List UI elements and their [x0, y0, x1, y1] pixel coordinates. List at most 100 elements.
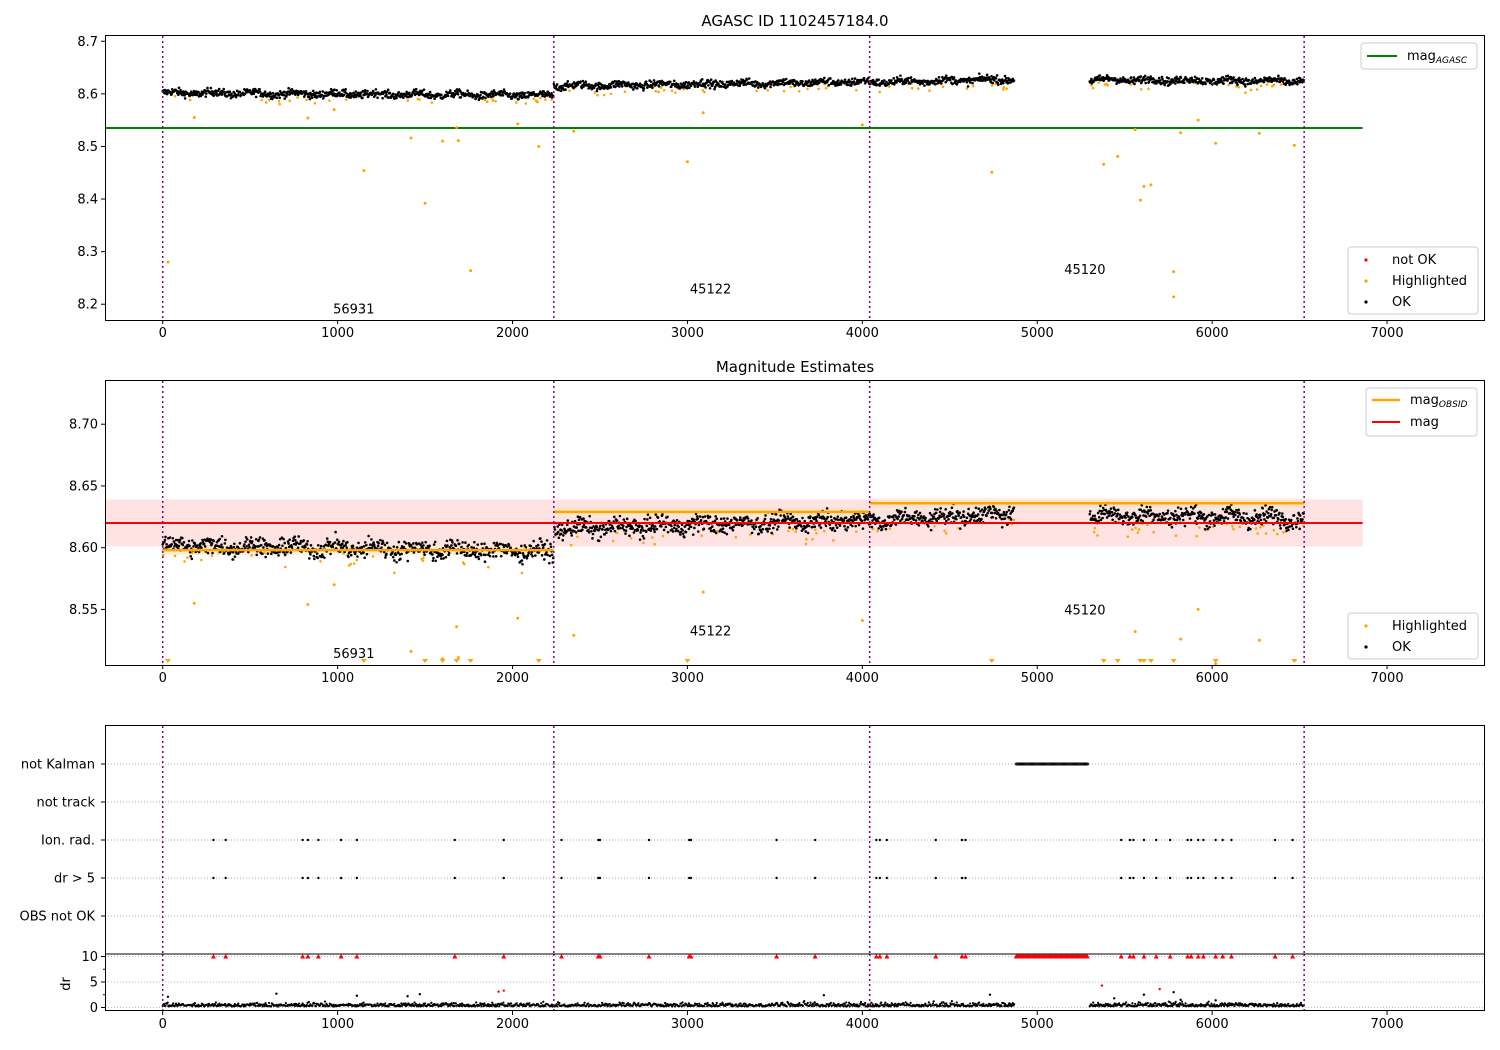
dr-point — [449, 1004, 452, 1007]
dr-point — [454, 1002, 457, 1005]
ok-point — [489, 95, 493, 99]
ok-point — [683, 525, 687, 528]
ok-point — [609, 529, 613, 533]
ok-point — [189, 555, 192, 558]
ok-point — [406, 559, 410, 563]
ok-point — [1011, 509, 1015, 513]
ok-point — [205, 92, 208, 95]
ok-point — [331, 545, 335, 549]
ok-point — [214, 89, 218, 93]
ok-point — [271, 91, 275, 95]
ok-point — [547, 91, 551, 95]
ion-rad-point — [560, 838, 563, 842]
ok-point — [330, 92, 333, 95]
ok-point — [1237, 508, 1240, 512]
ok-point — [1110, 510, 1114, 514]
ok-point — [722, 524, 725, 527]
ok-point — [550, 91, 553, 95]
ok-point — [944, 508, 948, 511]
ok-point — [1167, 77, 1170, 80]
ok-point — [714, 531, 718, 535]
ok-point — [884, 527, 888, 531]
dr-point — [284, 1001, 287, 1005]
ok-point — [721, 530, 724, 534]
highlighted-point — [250, 554, 253, 557]
ok-point — [1204, 82, 1207, 86]
ok-point — [498, 91, 502, 95]
highlighted-point — [653, 542, 656, 546]
ok-point — [837, 518, 840, 522]
ok-point — [1281, 512, 1284, 515]
dr-point — [475, 1001, 478, 1004]
ok-point — [200, 546, 203, 550]
ok-point — [247, 543, 251, 547]
highlighted-point — [409, 649, 413, 653]
ok-point — [944, 519, 948, 523]
ok-point — [1211, 513, 1215, 516]
ok-point — [756, 517, 759, 520]
ok-point — [321, 97, 325, 100]
ok-point — [254, 95, 258, 99]
ok-point — [385, 541, 389, 545]
ok-point — [333, 541, 337, 544]
ok-point — [679, 82, 683, 85]
highlighted-point — [797, 89, 801, 93]
ok-point — [994, 507, 997, 511]
ion-rad-point — [687, 838, 691, 842]
x-tick-label: 2000 — [496, 671, 529, 686]
ok-point — [702, 527, 706, 531]
ok-point — [1152, 518, 1155, 522]
ok-point — [1189, 80, 1192, 84]
ok-point — [271, 97, 274, 101]
dr-point — [332, 1003, 335, 1006]
ok-point — [540, 92, 544, 96]
highlighted-point — [1126, 535, 1130, 538]
ok-point — [523, 555, 527, 558]
highlighted-point — [1149, 183, 1153, 187]
ok-point — [914, 519, 918, 522]
ok-point — [549, 542, 552, 546]
ok-point — [541, 94, 544, 98]
ok-point — [283, 97, 286, 100]
ok-point — [524, 545, 528, 549]
highlighted-point — [642, 541, 645, 545]
legend-label-mag-agasc: magAGASC — [1407, 49, 1468, 66]
ok-point — [215, 91, 218, 95]
ok-point — [1098, 74, 1102, 77]
ok-point — [483, 542, 486, 546]
dr-point — [430, 1001, 433, 1004]
highlighted-point — [186, 556, 189, 559]
highlighted-point — [1097, 81, 1100, 84]
ok-point — [376, 544, 380, 548]
ok-point — [833, 529, 837, 533]
ok-point — [1302, 78, 1305, 82]
dr-point — [376, 1002, 379, 1005]
ok-point — [636, 528, 640, 532]
ok-point — [193, 543, 197, 546]
ok-point — [476, 543, 480, 546]
legend-swatch-not-ok — [1364, 258, 1368, 262]
ok-point — [404, 542, 408, 545]
highlighted-point — [1138, 198, 1142, 202]
ok-point — [227, 546, 231, 550]
ion-rad-point — [355, 838, 359, 842]
ok-point — [1002, 510, 1006, 514]
ok-point — [483, 560, 487, 564]
ok-point — [440, 93, 443, 97]
dr-point — [172, 1002, 175, 1005]
ok-point — [202, 542, 206, 546]
ok-point — [1253, 518, 1256, 522]
dr-point — [301, 1002, 304, 1005]
highlighted-point — [701, 590, 705, 594]
highlighted-point — [260, 98, 264, 102]
ok-point — [1221, 507, 1225, 511]
ok-point — [844, 516, 848, 519]
ok-point — [271, 545, 275, 548]
dr-gt-5-point — [339, 876, 343, 880]
ok-point — [163, 540, 166, 544]
dr-point — [483, 1002, 486, 1005]
ok-point — [177, 86, 181, 90]
ok-point — [456, 93, 460, 96]
ok-point — [276, 551, 279, 554]
ok-point — [255, 553, 259, 557]
